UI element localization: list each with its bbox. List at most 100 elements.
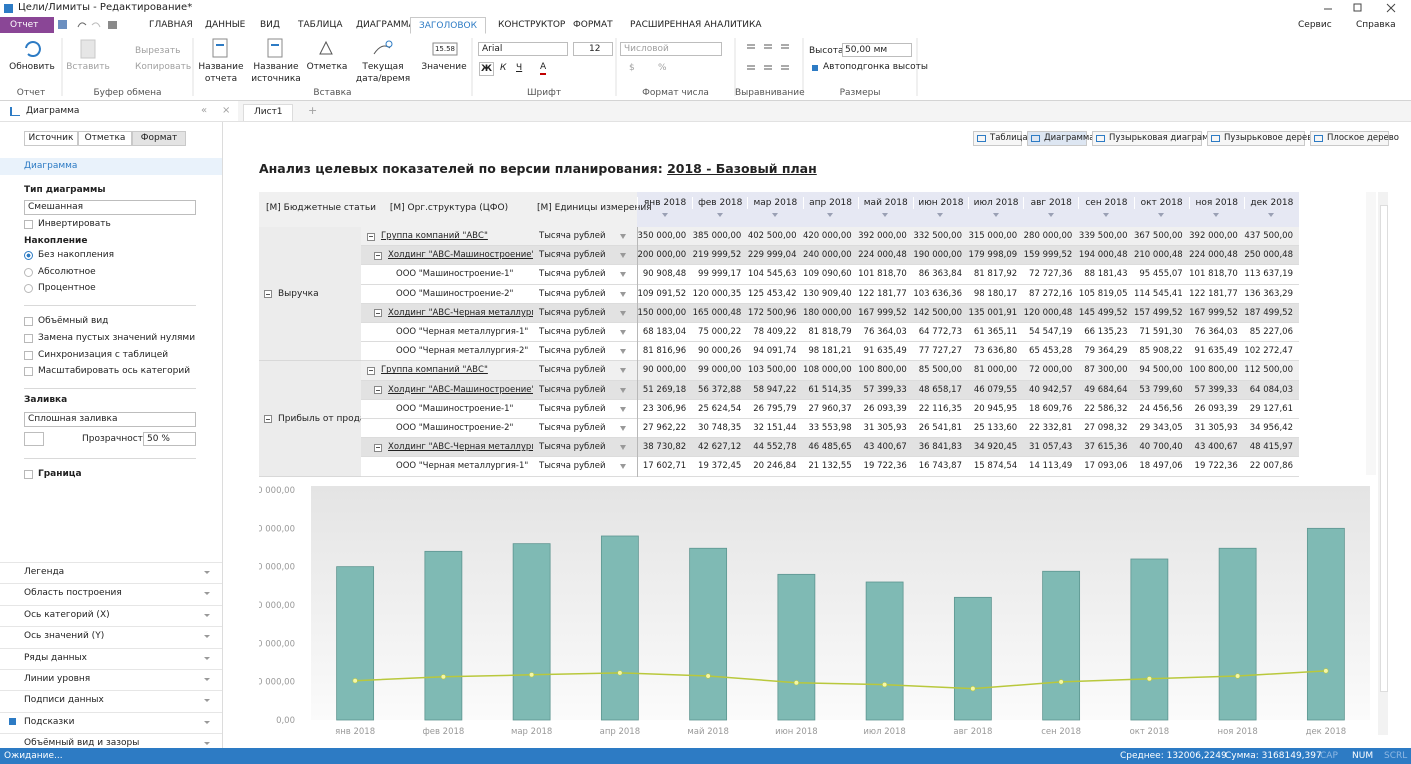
checkbox[interactable] xyxy=(24,350,33,360)
checkbox-label[interactable]: Инвертировать xyxy=(38,219,111,229)
button-label[interactable]: Обновить xyxy=(9,62,55,72)
button-label[interactable]: Вставить xyxy=(66,62,110,72)
expand-box[interactable] xyxy=(264,290,272,299)
ribbon-tab[interactable]: ГЛАВНАЯ xyxy=(149,20,193,30)
ribbon-tab[interactable]: КОНСТРУКТОР xyxy=(498,20,566,30)
article-label[interactable]: Прибыль от продаж xyxy=(278,414,374,424)
section-title[interactable]: Объёмный вид и зазоры xyxy=(24,738,140,749)
row-filter[interactable] xyxy=(620,330,626,335)
expand-box[interactable] xyxy=(264,415,272,423)
ribbon-tab[interactable]: ФОРМАТ xyxy=(573,20,613,30)
section-title[interactable]: Диаграмма xyxy=(24,161,78,171)
filter-icon[interactable] xyxy=(882,213,889,217)
radio-label[interactable]: Без накопления xyxy=(38,250,115,260)
section-title[interactable]: Линии уровня xyxy=(24,674,91,684)
org-cell[interactable]: Группа компаний "АВС" xyxy=(381,365,488,376)
app-menu[interactable]: Отчет xyxy=(0,17,54,33)
button-label[interactable]: Копировать xyxy=(135,62,192,72)
expand-arrow[interactable] xyxy=(204,699,210,703)
button-label[interactable]: Текущая дата/время xyxy=(355,62,411,84)
section-title[interactable]: Ось категорий (X) xyxy=(24,609,110,620)
view-button[interactable]: Диаграмма xyxy=(1027,131,1094,146)
row-filter[interactable] xyxy=(620,234,626,239)
checkbox[interactable] xyxy=(24,367,33,377)
view-button[interactable]: Пузырьковое дерево xyxy=(1207,131,1317,146)
expand-box[interactable] xyxy=(374,251,382,260)
view-button[interactable]: Плоское дерево xyxy=(1310,131,1399,146)
article-label[interactable]: Выручка xyxy=(278,289,319,300)
italic-button[interactable]: К xyxy=(500,63,507,73)
expand-box[interactable] xyxy=(374,309,382,318)
filter-icon[interactable] xyxy=(992,213,999,217)
font-select[interactable]: Arial xyxy=(478,42,568,56)
radio[interactable] xyxy=(24,251,33,260)
filter-icon[interactable] xyxy=(661,213,668,217)
expand-arrow[interactable] xyxy=(204,742,210,746)
month-header[interactable]: июн 2018 xyxy=(912,197,968,209)
height-input[interactable]: 50,00 мм xyxy=(842,43,912,57)
button-label[interactable]: Отметка xyxy=(306,62,348,72)
panel-tab[interactable]: Источник xyxy=(24,131,78,146)
month-header[interactable]: янв 2018 xyxy=(637,197,692,209)
close-button[interactable]: × xyxy=(222,105,231,116)
color-button[interactable] xyxy=(24,432,44,446)
section-title[interactable]: Ряды данных xyxy=(24,652,87,663)
checkbox[interactable] xyxy=(24,333,33,343)
expand-box[interactable] xyxy=(374,443,382,452)
expand-arrow[interactable] xyxy=(204,592,210,596)
column-header[interactable]: [М] Бюджетные статьи xyxy=(266,203,376,213)
expand-arrow[interactable] xyxy=(204,571,210,574)
bold-button[interactable]: Ж xyxy=(479,62,494,76)
section-title[interactable]: Подсказки xyxy=(24,716,75,727)
radio-label[interactable]: Абсолютное xyxy=(38,266,96,277)
checkbox[interactable] xyxy=(24,470,33,479)
checkbox-label[interactable]: Граница xyxy=(38,469,82,479)
filter-icon[interactable] xyxy=(1158,213,1165,217)
checkbox-label[interactable]: Синхронизация с таблицей xyxy=(38,349,169,360)
org-cell[interactable]: Холдинг "АВС-Черная металлургия" xyxy=(388,307,533,318)
underline-button[interactable]: Ч xyxy=(516,63,523,73)
table-scrollbar[interactable] xyxy=(1366,192,1376,475)
filter-icon[interactable] xyxy=(827,213,834,217)
filter-icon[interactable] xyxy=(937,213,944,217)
panel-tab[interactable]: Отметка xyxy=(78,131,132,146)
month-header[interactable]: авг 2018 xyxy=(1023,197,1078,209)
section-title[interactable]: Подписи данных xyxy=(24,695,104,706)
expand-box[interactable] xyxy=(367,366,375,375)
row-filter[interactable] xyxy=(620,272,626,278)
ribbon-tab[interactable]: РАСШИРЕННАЯ АНАЛИТИКА xyxy=(630,20,762,30)
collapse-button[interactable]: « xyxy=(201,105,208,116)
checkbox-label[interactable]: Масштабировать ось категорий xyxy=(38,366,191,377)
filter-icon[interactable] xyxy=(1213,213,1220,217)
column-header[interactable]: [М] Единицы измерения xyxy=(537,203,652,213)
view-button[interactable]: Пузырьковая диаграмма xyxy=(1092,131,1220,146)
row-filter[interactable] xyxy=(620,387,626,393)
org-cell[interactable]: Холдинг "АВС-Машиностроение" xyxy=(388,250,533,261)
row-filter[interactable] xyxy=(620,406,626,412)
autofit-checkbox[interactable]: Автоподгонка высоты xyxy=(823,62,928,72)
expand-arrow[interactable] xyxy=(204,678,210,681)
size-select[interactable]: 12 xyxy=(573,42,613,56)
button-label[interactable]: Название источника xyxy=(251,62,301,84)
font-color-button[interactable]: А xyxy=(540,61,547,75)
row-filter[interactable] xyxy=(620,464,626,470)
section-title[interactable]: Область построения xyxy=(24,588,122,599)
month-header[interactable]: фев 2018 xyxy=(692,197,747,209)
month-header[interactable]: апр 2018 xyxy=(802,197,858,209)
ribbon-tab[interactable]: ЗАГОЛОВОК xyxy=(410,17,486,34)
filter-icon[interactable] xyxy=(1268,213,1275,217)
chart-type-select[interactable]: Смешанная xyxy=(24,200,196,215)
filter-icon[interactable] xyxy=(1047,213,1054,217)
row-filter[interactable] xyxy=(620,368,626,374)
ribbon-tab[interactable]: ВИД xyxy=(260,20,280,30)
month-header[interactable]: сен 2018 xyxy=(1078,197,1133,209)
expand-arrow[interactable] xyxy=(204,613,210,617)
ribbon-tab[interactable]: ДАННЫЕ xyxy=(205,20,246,30)
month-header[interactable]: окт 2018 xyxy=(1133,197,1189,209)
radio[interactable] xyxy=(24,267,33,277)
menu[interactable]: Сервис xyxy=(1298,20,1332,30)
filter-icon[interactable] xyxy=(716,213,723,217)
filter-icon[interactable] xyxy=(771,213,778,217)
panel-tab[interactable]: Формат xyxy=(132,131,186,146)
row-filter[interactable] xyxy=(620,426,626,431)
